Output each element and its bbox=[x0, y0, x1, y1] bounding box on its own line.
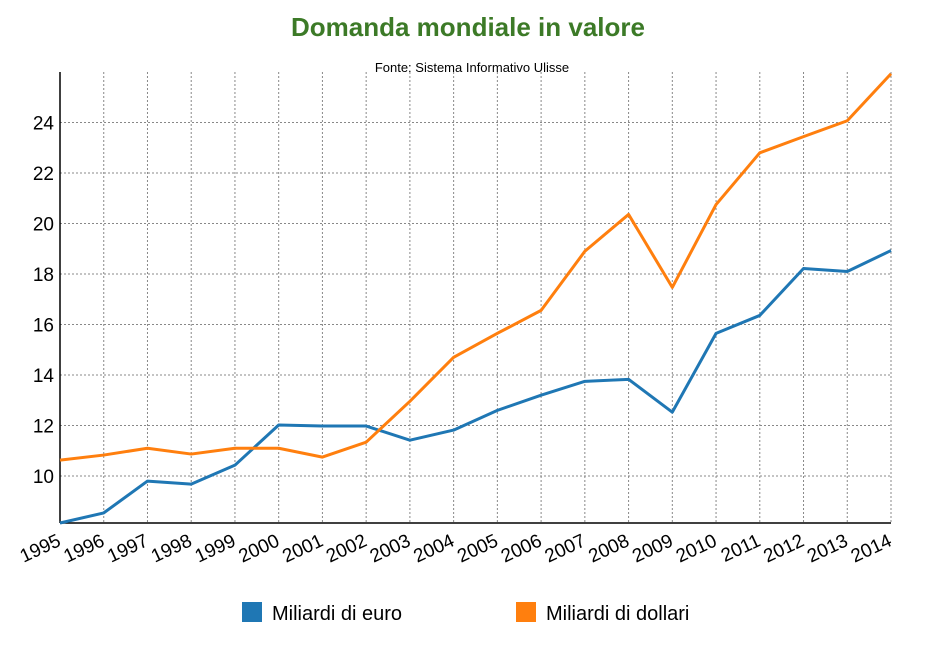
x-tick-label: 2005 bbox=[454, 530, 501, 567]
y-tick-label: 16 bbox=[33, 316, 54, 337]
x-tick-label: 2010 bbox=[673, 530, 720, 567]
legend-label: Miliardi di dollari bbox=[546, 603, 689, 625]
y-tick-label: 22 bbox=[33, 164, 54, 185]
x-tick-label: 1999 bbox=[192, 530, 239, 567]
x-tick-label: 1996 bbox=[61, 530, 108, 567]
x-tick-label: 2007 bbox=[542, 530, 589, 567]
x-tick-label: 2008 bbox=[585, 530, 632, 567]
x-tick-label: 2014 bbox=[848, 530, 896, 567]
y-tick-label: 12 bbox=[33, 417, 54, 438]
y-tick-label: 24 bbox=[33, 114, 55, 135]
y-tick-label: 10 bbox=[33, 467, 54, 488]
x-tick-label: 2004 bbox=[411, 530, 459, 567]
legend-swatch bbox=[516, 602, 536, 622]
x-tick-label: 2012 bbox=[760, 530, 807, 567]
x-tick-label: 1997 bbox=[104, 530, 151, 567]
x-tick-label: 1995 bbox=[17, 530, 64, 567]
series-line-euro bbox=[59, 249, 892, 525]
x-tick-label: 2002 bbox=[323, 530, 370, 567]
x-tick-label: 2009 bbox=[629, 530, 676, 567]
chart-title: Domanda mondiale in valore bbox=[291, 12, 645, 42]
x-tick-label: 2013 bbox=[804, 530, 851, 567]
legend-label: Miliardi di euro bbox=[272, 603, 402, 625]
y-tick-label: 14 bbox=[33, 366, 55, 387]
y-tick-label: 18 bbox=[33, 265, 54, 286]
x-tick-label: 2006 bbox=[498, 530, 545, 567]
y-tick-label: 20 bbox=[33, 215, 54, 236]
x-tick-label: 1998 bbox=[148, 530, 195, 567]
x-tick-label: 2003 bbox=[367, 530, 414, 567]
chart-subtitle: Fonte: Sistema Informativo Ulisse bbox=[375, 60, 569, 75]
x-tick-label: 2000 bbox=[236, 530, 283, 567]
series-line-dollari bbox=[59, 72, 893, 462]
legend-swatch bbox=[242, 602, 262, 622]
x-tick-label: 2001 bbox=[279, 530, 326, 567]
x-tick-label: 2011 bbox=[718, 530, 764, 566]
